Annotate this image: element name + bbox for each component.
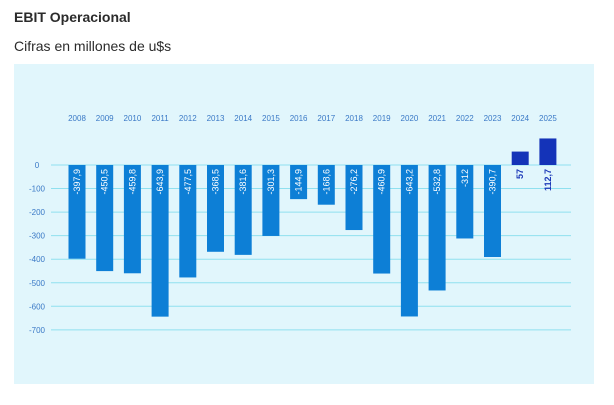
y-tick-label: -400: [29, 255, 46, 264]
x-tick-label: 2015: [262, 114, 280, 123]
x-tick-label: 2025: [539, 114, 557, 123]
data-label: 112,7: [543, 169, 553, 191]
y-tick-label: -200: [29, 208, 46, 217]
data-label: -460,9: [377, 169, 387, 195]
bar: [68, 165, 86, 259]
data-label: -312: [460, 169, 470, 187]
y-tick-label: -100: [29, 185, 46, 194]
y-tick-label: -300: [29, 232, 46, 241]
chart-title: EBIT Operacional: [14, 9, 131, 25]
data-label: -168,6: [321, 169, 331, 195]
bar: [290, 165, 308, 200]
data-label: 57: [515, 169, 525, 179]
data-label: -276,2: [349, 169, 359, 195]
bar: [373, 165, 391, 274]
x-tick-label: 2010: [124, 114, 142, 123]
bar: [400, 165, 418, 317]
bar: [123, 165, 141, 274]
x-tick-label: 2018: [345, 114, 363, 123]
data-label: -301,3: [266, 169, 276, 195]
bar: [262, 165, 280, 236]
data-label: -459,8: [127, 169, 137, 195]
bar-chart: 0 -100 -200 -300 -400 -500 -600 -700 2008 -397,9 2…: [29, 114, 571, 335]
x-tick-label: 2012: [179, 114, 197, 123]
data-label: -144,9: [294, 169, 304, 195]
y-tick-label: -500: [29, 279, 46, 288]
x-tick-label: 2009: [96, 114, 114, 123]
bar: [151, 165, 169, 317]
x-tick-label: 2011: [151, 114, 169, 123]
bar: [179, 165, 197, 278]
bar: [511, 151, 529, 165]
chart-panel: 0 -100 -200 -300 -400 -500 -600 -700 2008 -397,9 2…: [14, 64, 594, 384]
data-label: -368,5: [211, 169, 221, 195]
data-label: -450,5: [100, 169, 110, 195]
data-label: -477,5: [183, 169, 193, 195]
data-label: -532,8: [432, 169, 442, 195]
chart-subtitle: Cifras en millones de u$s: [14, 38, 172, 54]
bar: [317, 165, 335, 205]
x-tick-label: 2021: [428, 114, 446, 123]
y-tick-label: -700: [29, 326, 46, 335]
bar: [234, 165, 252, 255]
bar: [539, 138, 557, 165]
x-tick-label: 2016: [290, 114, 308, 123]
bar: [484, 165, 501, 258]
x-tick-label: 2020: [401, 114, 419, 123]
bar: [456, 165, 474, 239]
x-tick-label: 2014: [234, 114, 252, 123]
data-label: -397,9: [72, 169, 82, 195]
bar: [428, 165, 446, 291]
x-tick-label: 2008: [68, 114, 86, 123]
data-label: -643,2: [404, 169, 414, 195]
x-tick-label: 2013: [207, 114, 225, 123]
y-tick-label: 0: [35, 161, 40, 170]
bar: [96, 165, 114, 272]
x-tick-label: 2024: [511, 114, 529, 123]
x-tick-label: 2022: [456, 114, 474, 123]
bar: [207, 165, 224, 252]
data-label: -390,7: [488, 169, 498, 195]
data-label: -381,6: [238, 169, 248, 195]
bar: [345, 165, 363, 231]
x-tick-label: 2023: [484, 114, 502, 123]
x-tick-label: 2019: [373, 114, 391, 123]
data-label: -643,9: [155, 169, 165, 195]
x-tick-label: 2017: [317, 114, 335, 123]
y-tick-label: -600: [29, 302, 46, 311]
